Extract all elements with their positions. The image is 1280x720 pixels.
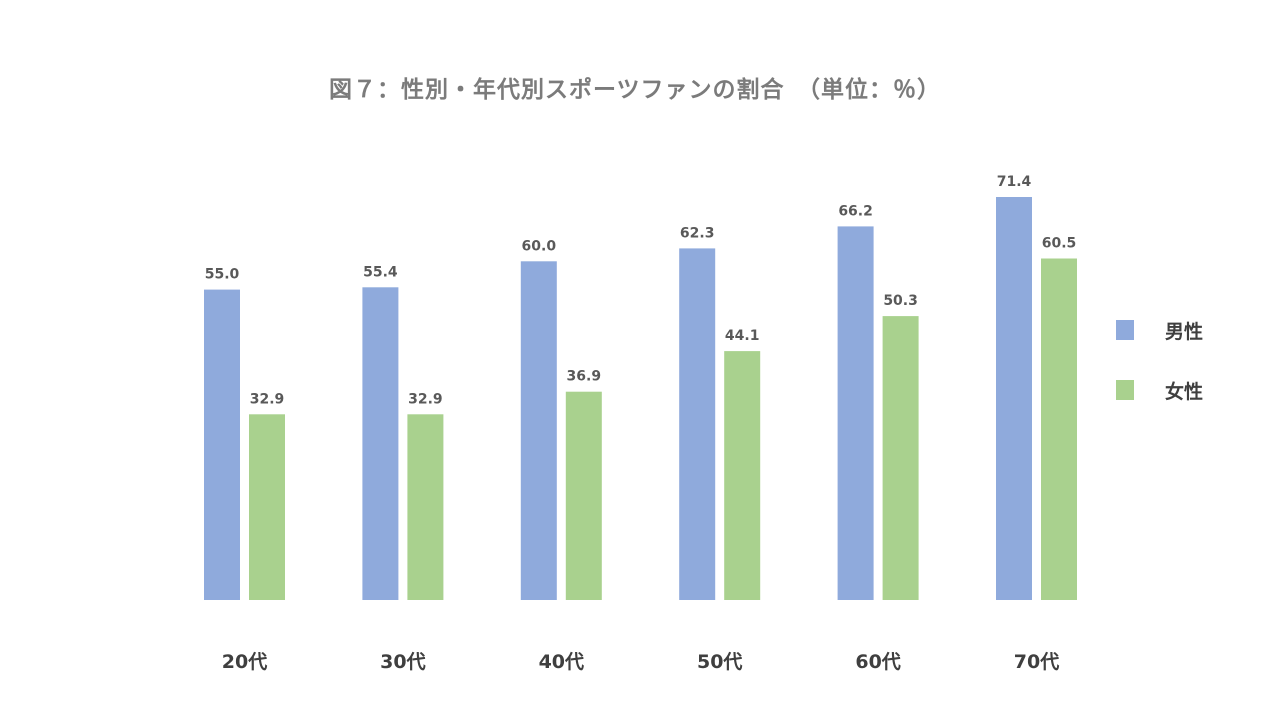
legend-swatch [1116, 320, 1134, 340]
value-label: 60.0 [522, 238, 557, 254]
category-label: 60代 [855, 651, 900, 673]
value-label: 44.1 [725, 328, 760, 344]
legend-label: 男性 [1165, 320, 1203, 343]
category-label: 20代 [222, 651, 267, 673]
value-label: 60.5 [1042, 236, 1077, 252]
category-label: 70代 [1014, 651, 1059, 673]
chart-title: 図７：性別・年代別スポーツファンの割合 （単位：％） [328, 77, 942, 103]
category-label: 50代 [697, 651, 742, 673]
value-label: 71.4 [997, 174, 1032, 190]
bar-male-5 [996, 197, 1032, 600]
bar-male-4 [837, 226, 874, 600]
value-label: 62.3 [680, 225, 715, 241]
bar-male-0 [204, 289, 240, 600]
bar-male-2 [520, 261, 557, 600]
category-labels-layer: 20代 30代 40代 50代 60代 70代 [222, 651, 1059, 673]
bar-female-2 [565, 391, 602, 600]
value-label: 50.3 [883, 293, 918, 309]
bars-layer [204, 197, 1077, 600]
category-label: 30代 [380, 651, 425, 673]
bar-female-3 [724, 351, 761, 600]
category-label: 40代 [539, 651, 584, 673]
value-label: 66.2 [838, 203, 873, 219]
bar-female-1 [407, 414, 444, 600]
bar-male-3 [679, 248, 716, 600]
value-label: 36.9 [567, 369, 602, 385]
legend-swatch [1116, 380, 1134, 400]
bar-male-1 [362, 287, 399, 600]
value-label: 32.9 [250, 391, 285, 407]
bar-female-0 [249, 414, 285, 600]
value-label: 32.9 [408, 391, 443, 407]
value-label: 55.4 [363, 264, 398, 280]
value-label: 55.0 [205, 267, 240, 283]
bar-female-5 [1041, 258, 1077, 600]
value-labels-layer: 55.0 32.9 55.4 32.9 60.0 36.9 62.3 44.1 66.2 50.3… [205, 174, 1077, 407]
bar-female-4 [882, 316, 919, 600]
legend-label: 女性 [1165, 380, 1203, 403]
